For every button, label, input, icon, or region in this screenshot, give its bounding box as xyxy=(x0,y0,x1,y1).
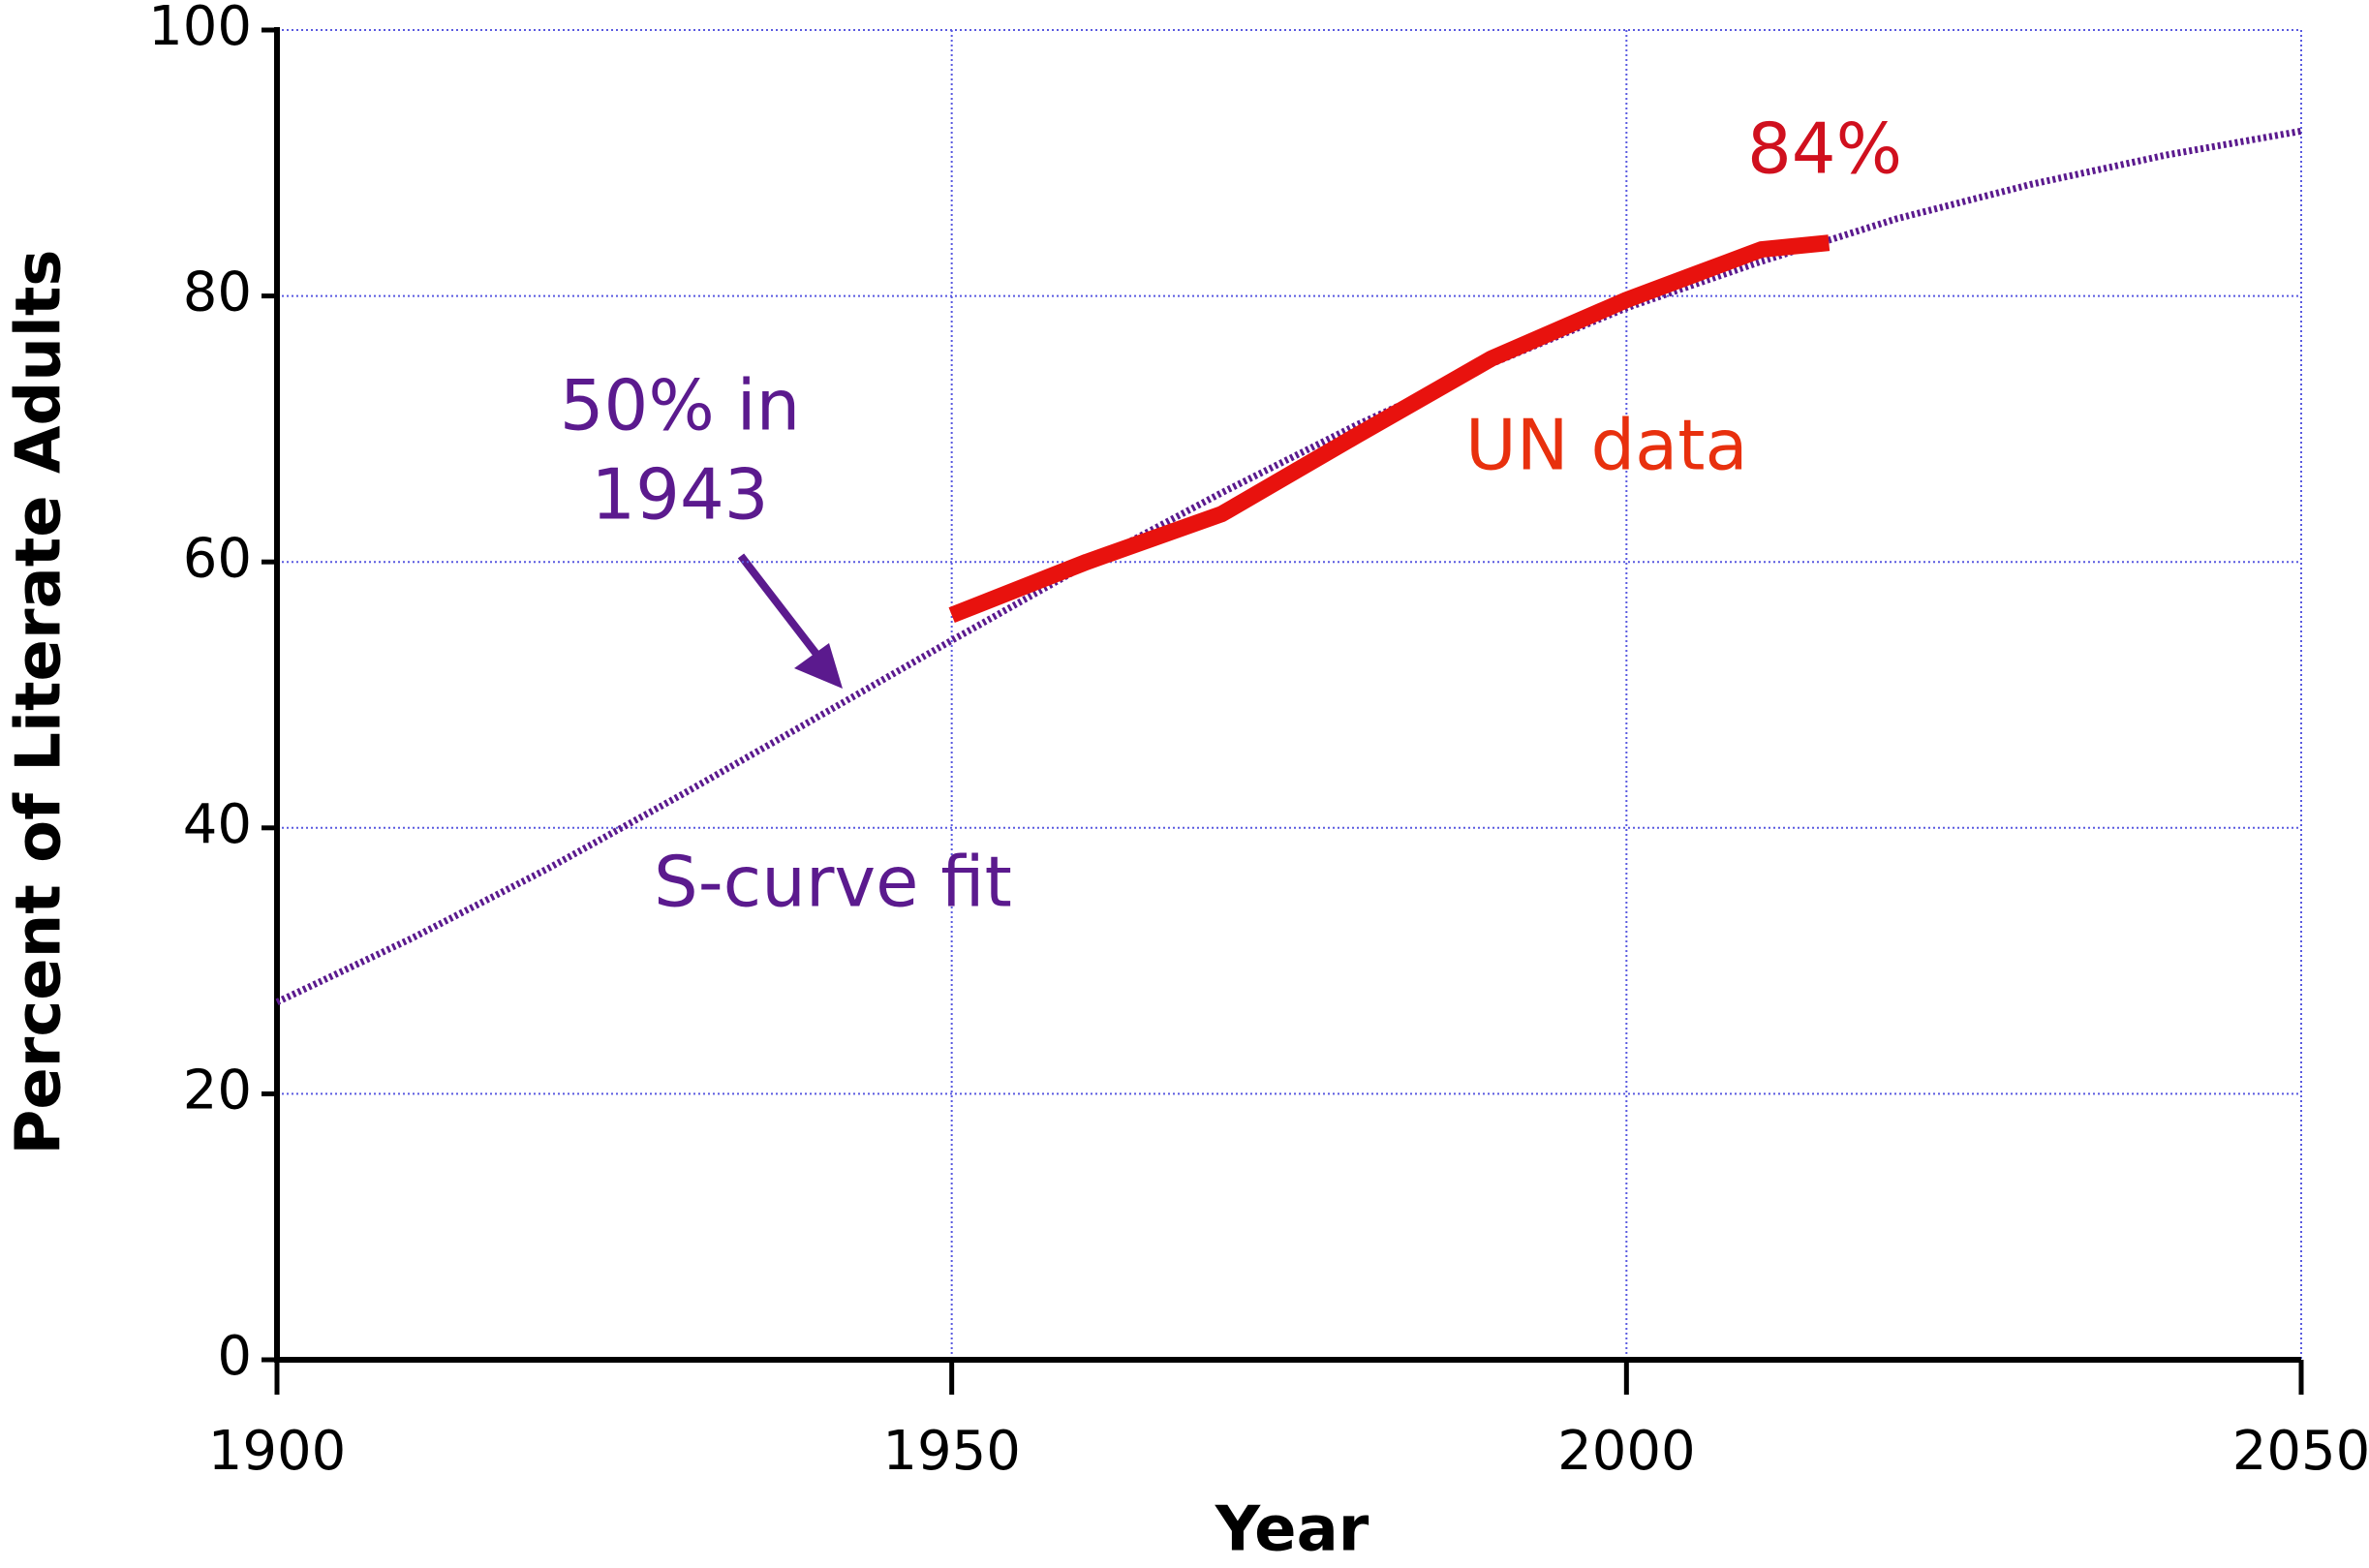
grid xyxy=(276,29,2302,1361)
annotation-arrowhead xyxy=(794,643,843,689)
y-tick-label: 20 xyxy=(183,1060,252,1122)
x-tick-label: 1900 xyxy=(208,1420,347,1483)
data-line xyxy=(948,234,1831,624)
annotation: 50% in xyxy=(560,365,801,446)
x-tick-label: 1950 xyxy=(882,1420,1021,1483)
y-tick-label: 60 xyxy=(183,527,252,590)
annotation: 1943 xyxy=(591,454,768,536)
y-tick-label: 0 xyxy=(217,1325,252,1388)
annotation: 84% xyxy=(1747,108,1902,190)
annotation-arrow xyxy=(737,553,829,668)
x-tick-label: 2000 xyxy=(1557,1420,1696,1483)
x-axis-title: Year xyxy=(1215,1494,1369,1566)
annotation: UN data xyxy=(1465,405,1748,486)
y-axis-title: Percent of Literate Adults xyxy=(4,249,76,1154)
x-tick-label: 2050 xyxy=(2232,1420,2369,1483)
y-tick-label: 100 xyxy=(148,0,252,58)
fit-line xyxy=(275,127,2302,1005)
annotation: S-curve fit xyxy=(654,842,1012,923)
y-tick-label: 40 xyxy=(183,793,252,856)
y-tick-label: 80 xyxy=(183,261,252,324)
